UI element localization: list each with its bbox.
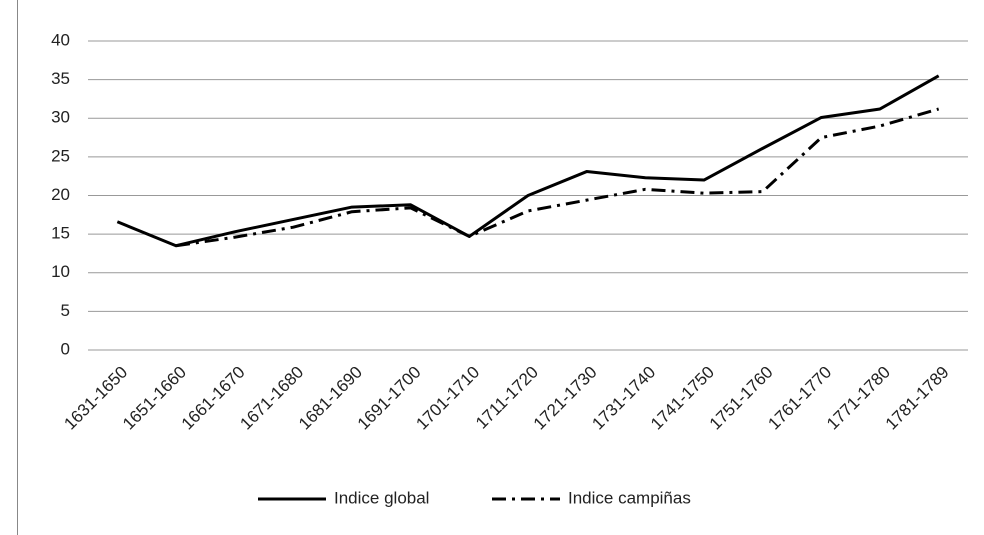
y-tick-label: 10: [51, 262, 70, 281]
y-tick-label: 5: [61, 301, 70, 320]
y-tick-label: 40: [51, 30, 70, 49]
data-line: [175, 107, 940, 248]
y-tick-label: 25: [51, 146, 70, 165]
y-tick-label: 35: [51, 69, 70, 88]
y-tick-label: 0: [61, 339, 70, 358]
legend-label: Indice campiñas: [568, 488, 691, 507]
y-tick-label: 20: [51, 185, 70, 204]
legend: Indice global Indice campiñas: [258, 488, 691, 507]
y-tick-label: 15: [51, 224, 70, 243]
data-line: [116, 74, 940, 248]
legend-label: Indice global: [334, 488, 429, 507]
y-tick-label: 30: [51, 108, 70, 127]
chart-frame: [17, 0, 984, 535]
